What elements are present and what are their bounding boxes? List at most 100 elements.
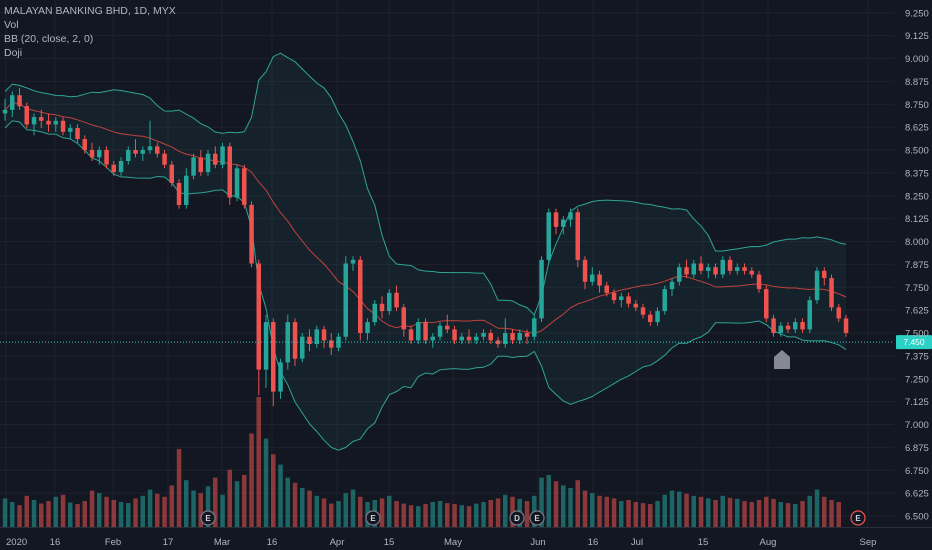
candle[interactable] xyxy=(387,289,392,315)
candle[interactable] xyxy=(568,208,573,227)
doji-marker-icon[interactable] xyxy=(774,350,790,369)
candle[interactable] xyxy=(263,314,269,388)
candle[interactable] xyxy=(242,164,247,209)
candle[interactable] xyxy=(24,102,30,129)
candle[interactable] xyxy=(68,124,73,140)
candle[interactable] xyxy=(321,325,327,348)
candle[interactable] xyxy=(104,146,109,169)
candle[interactable] xyxy=(336,333,341,352)
candle[interactable] xyxy=(278,358,283,399)
candle[interactable] xyxy=(604,281,610,297)
candle[interactable] xyxy=(655,307,660,326)
candle[interactable] xyxy=(597,270,602,293)
candle[interactable] xyxy=(89,142,95,161)
candle[interactable] xyxy=(249,201,254,268)
candle[interactable] xyxy=(488,329,494,344)
candle[interactable] xyxy=(561,215,566,235)
event-marker[interactable]: E xyxy=(200,510,216,526)
candle[interactable] xyxy=(365,318,370,341)
candle[interactable] xyxy=(771,314,776,337)
candle[interactable] xyxy=(394,285,399,312)
event-marker[interactable]: E xyxy=(365,510,381,526)
candle[interactable] xyxy=(510,329,515,344)
candle[interactable] xyxy=(684,259,689,279)
candle[interactable] xyxy=(271,318,276,407)
candle[interactable] xyxy=(97,146,102,165)
candle[interactable] xyxy=(778,322,784,337)
candle[interactable] xyxy=(669,278,675,297)
candle[interactable] xyxy=(713,263,718,279)
candle[interactable] xyxy=(749,267,755,279)
candle[interactable] xyxy=(329,333,334,355)
candle[interactable] xyxy=(205,150,211,176)
candle[interactable] xyxy=(184,168,189,209)
candle[interactable] xyxy=(10,91,15,118)
candle[interactable] xyxy=(408,325,414,344)
candle[interactable] xyxy=(619,292,624,308)
candle[interactable] xyxy=(437,322,443,341)
candle[interactable] xyxy=(133,139,138,158)
candle[interactable] xyxy=(626,292,631,308)
legend-bb[interactable]: BB (20, close, 2, 0) xyxy=(4,33,94,45)
candle[interactable] xyxy=(423,318,428,344)
candle[interactable] xyxy=(539,256,544,323)
candle[interactable] xyxy=(517,329,523,344)
candle[interactable] xyxy=(17,87,22,110)
candle[interactable] xyxy=(285,314,291,370)
event-marker[interactable]: D xyxy=(509,510,525,526)
candle[interactable] xyxy=(445,314,450,333)
candle[interactable] xyxy=(75,124,80,143)
candle[interactable] xyxy=(793,318,798,333)
candle[interactable] xyxy=(481,329,486,341)
candle[interactable] xyxy=(430,333,436,348)
candle[interactable] xyxy=(256,259,262,396)
candle[interactable] xyxy=(546,208,552,264)
candle[interactable] xyxy=(300,333,305,363)
candle[interactable] xyxy=(466,329,472,344)
candle[interactable] xyxy=(720,256,726,279)
candle[interactable] xyxy=(169,161,175,187)
candle[interactable] xyxy=(662,285,668,315)
candle[interactable] xyxy=(155,142,160,158)
candle[interactable] xyxy=(82,135,88,154)
candle[interactable] xyxy=(553,208,559,235)
candle[interactable] xyxy=(822,267,827,286)
candle[interactable] xyxy=(742,263,747,275)
candle[interactable] xyxy=(829,274,834,312)
candle[interactable] xyxy=(307,329,312,352)
candle[interactable] xyxy=(176,179,182,209)
candle[interactable] xyxy=(691,259,697,279)
candle[interactable] xyxy=(800,318,805,333)
candle[interactable] xyxy=(126,146,131,165)
candle[interactable] xyxy=(677,263,682,286)
candle[interactable] xyxy=(358,256,363,341)
legend-doji[interactable]: Doji xyxy=(4,47,23,59)
candle[interactable] xyxy=(191,153,196,180)
candle[interactable] xyxy=(648,311,653,326)
event-marker[interactable]: E xyxy=(850,510,866,526)
candle[interactable] xyxy=(756,270,762,293)
candle[interactable] xyxy=(227,142,233,205)
candle[interactable] xyxy=(698,256,704,275)
candle[interactable] xyxy=(53,117,59,132)
candle[interactable] xyxy=(814,267,820,304)
candle[interactable] xyxy=(147,120,153,154)
event-marker[interactable]: E xyxy=(529,510,545,526)
candle[interactable] xyxy=(727,256,733,275)
candle[interactable] xyxy=(640,303,646,319)
candle[interactable] xyxy=(807,296,813,333)
candle[interactable] xyxy=(532,314,537,341)
candle[interactable] xyxy=(31,113,37,136)
candle[interactable] xyxy=(118,157,124,176)
candle[interactable] xyxy=(582,256,588,290)
candle[interactable] xyxy=(140,146,146,161)
candle[interactable] xyxy=(633,300,639,312)
candle[interactable] xyxy=(590,267,595,286)
candle[interactable] xyxy=(706,263,711,279)
candle[interactable] xyxy=(162,150,167,169)
candle[interactable] xyxy=(213,146,218,169)
candle[interactable] xyxy=(379,296,385,319)
candle[interactable] xyxy=(350,256,356,271)
candle[interactable] xyxy=(503,318,508,348)
